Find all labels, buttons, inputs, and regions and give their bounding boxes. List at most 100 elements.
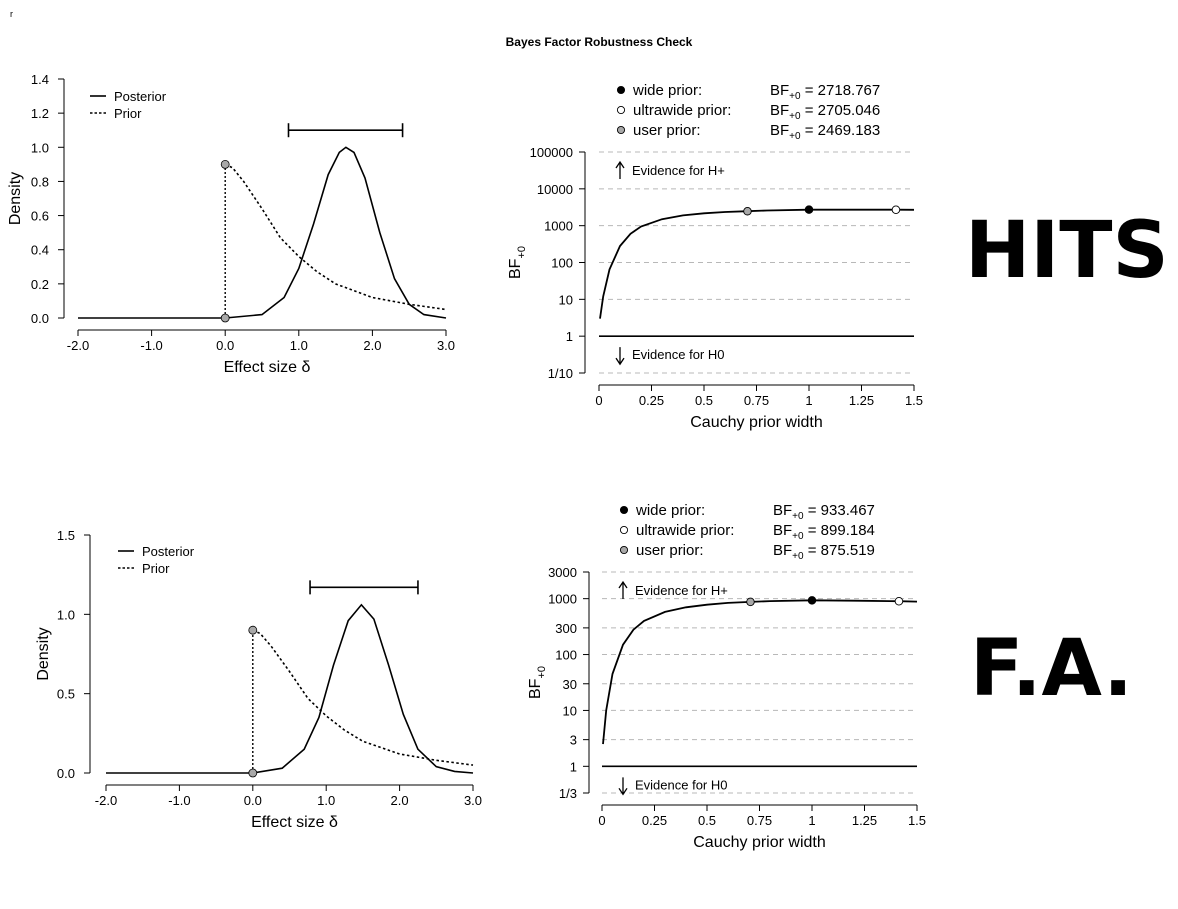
y-axis-label: BF+0: [507, 246, 528, 279]
evidence-h-plus-label: Evidence for H+: [632, 163, 725, 178]
prior-point: [220, 159, 230, 169]
x-axis-label: Cauchy prior width: [690, 414, 823, 431]
x-tick-label: 0.5: [695, 393, 713, 408]
series-posterior-line: [106, 603, 474, 774]
prior-point: [248, 625, 258, 635]
legend-bf-prefix: BF: [770, 82, 789, 99]
chart-hits-density: 0.0 0.2 0.4 0.6 0.8 1.0 1.2 1.4 -2.0 -1.0 0.0 1.0 2.…: [7, 72, 455, 376]
figure-title: Bayes Factor Robustness Check: [506, 35, 693, 49]
legend-bf-prefix: BF: [770, 122, 789, 139]
chart-fa-density: 0.0 0.5 1.0 1.5 -2.0 -1.0 0.0 1.0 2.0 3.0 Effect s…: [35, 528, 482, 831]
y-tick-label: 100: [551, 256, 573, 271]
y-tick-label: 0.0: [57, 766, 75, 781]
bf-point-marker: [807, 596, 817, 605]
legend-marker: [616, 105, 626, 115]
y-tick-label: 1.4: [31, 72, 49, 87]
legend-bf-value: BF+0 = 899.184: [773, 522, 875, 542]
x-tick-label: 1.25: [849, 393, 874, 408]
legend-bf-number: = 899.184: [804, 522, 875, 539]
y-axis-label: Density: [7, 172, 24, 225]
legend-label: ultrawide prior:: [633, 102, 731, 119]
legend-bf-prefix: BF: [773, 542, 792, 559]
legend-label: Prior: [142, 561, 170, 576]
legend-bf-value: BF+0 = 2718.767: [770, 82, 880, 102]
legend-label: Posterior: [114, 89, 167, 104]
arrow-up-icon: [618, 580, 628, 599]
legend-bf-subscript: +0: [789, 91, 801, 102]
bf-point-marker: [743, 206, 752, 216]
legend-marker: [616, 125, 626, 135]
legend-bf-value: BF+0 = 2469.183: [770, 122, 880, 142]
y-tick-label: 1: [570, 759, 577, 774]
chart-hits-robustness: 1/10 1 10 100 1000 10000 100000 0 0.25 0.5 0.75 1 1.…: [507, 82, 923, 431]
arrow-up-icon: [615, 160, 625, 179]
legend-marker: [616, 85, 626, 95]
y-tick-label: 30: [563, 677, 577, 692]
x-tick-label: 0.75: [744, 393, 769, 408]
legend-bf-subscript: +0: [789, 131, 801, 142]
x-tick-label: 1: [805, 393, 812, 408]
x-tick-label: 0.0: [244, 793, 262, 808]
y-tick-label: 10: [559, 292, 573, 307]
x-tick-label: 3.0: [437, 338, 455, 353]
legend-bf-value: BF+0 = 933.467: [773, 502, 875, 522]
legend-label: wide prior:: [632, 82, 702, 99]
legend-bf-value: BF+0 = 875.519: [773, 542, 875, 562]
legend-marker: [619, 525, 629, 535]
y-tick-label: 1/3: [559, 786, 577, 801]
legend-bf-number: = 2718.767: [801, 82, 881, 99]
y-axis-label: Density: [35, 627, 52, 680]
x-tick-label: 2.0: [363, 338, 381, 353]
x-tick-label: -2.0: [95, 793, 117, 808]
y-tick-label: 1/10: [548, 366, 573, 381]
legend-bf-subscript: +0: [789, 111, 801, 122]
y-tick-label: 0.2: [31, 277, 49, 292]
y-tick-label: 1.2: [31, 106, 49, 121]
x-tick-label: 0: [595, 393, 602, 408]
y-tick-label: 10: [563, 703, 577, 718]
y-axis-label-subscript: +0: [536, 666, 548, 679]
corner-mark: r: [10, 9, 13, 19]
legend-label: wide prior:: [635, 502, 705, 519]
x-tick-label: 2.0: [391, 793, 409, 808]
x-tick-label: 1.0: [317, 793, 335, 808]
y-axis-label-subscript: +0: [516, 246, 528, 259]
x-tick-label: 0: [598, 813, 605, 828]
legend-bf-prefix: BF: [770, 102, 789, 119]
legend-label: Prior: [114, 106, 142, 121]
evidence-h0-label: Evidence for H0: [635, 777, 728, 792]
evidence-h-plus-label: Evidence for H+: [635, 583, 728, 598]
y-tick-label: 1000: [544, 219, 573, 234]
y-tick-label: 100: [555, 648, 577, 663]
x-tick-label: 1.25: [852, 813, 877, 828]
prior-point: [220, 313, 230, 323]
x-tick-label: 0.25: [639, 393, 664, 408]
y-tick-label: 1000: [548, 592, 577, 607]
prior-point: [248, 768, 258, 778]
y-tick-label: 3: [570, 733, 577, 748]
x-tick-label: -2.0: [67, 338, 89, 353]
y-tick-label: 1: [566, 329, 573, 344]
x-tick-label: 1.5: [908, 813, 926, 828]
legend-marker: [619, 545, 629, 555]
y-tick-label: 0.0: [31, 311, 49, 326]
chart-fa-robustness: 1/3 1 3 10 30 100 300 1000 3000 0 0.25 0.5 0.75 1 1.25…: [527, 502, 926, 851]
legend-label: ultrawide prior:: [636, 522, 734, 539]
x-axis-label: Effect size δ: [251, 814, 338, 831]
x-axis-label: Cauchy prior width: [693, 834, 826, 851]
legend-bf-value: BF+0 = 2705.046: [770, 102, 880, 122]
y-tick-label: 100000: [530, 145, 573, 160]
x-tick-label: 0.0: [216, 338, 234, 353]
legend-bf-prefix: BF: [773, 502, 792, 519]
y-tick-label: 0.4: [31, 243, 49, 258]
legend-label: Posterior: [142, 544, 195, 559]
y-tick-label: 1.0: [31, 140, 49, 155]
legend-bf-subscript: +0: [792, 511, 804, 522]
arrow-down-icon: [615, 347, 625, 366]
legend-bf-number: = 2469.183: [801, 122, 881, 139]
y-tick-label: 0.6: [31, 209, 49, 224]
y-tick-label: 0.5: [57, 687, 75, 702]
x-tick-label: 0.75: [747, 813, 772, 828]
x-axis-label: Effect size δ: [224, 359, 311, 376]
arrow-down-icon: [618, 777, 628, 796]
